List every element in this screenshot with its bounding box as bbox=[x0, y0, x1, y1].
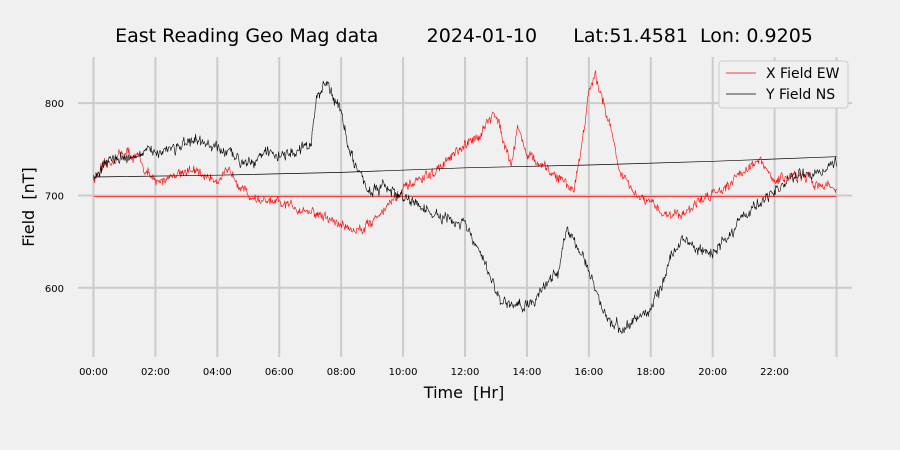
y-tick-label: 600 bbox=[45, 284, 64, 295]
x-tick-label: 02:00 bbox=[141, 367, 170, 378]
x-tick-label: 16:00 bbox=[574, 367, 603, 378]
y-tick-label: 800 bbox=[45, 99, 64, 110]
x-tick-label: 22:00 bbox=[760, 367, 789, 378]
x-tick-label: 10:00 bbox=[389, 367, 418, 378]
y-tick-label: 700 bbox=[45, 191, 64, 202]
legend-label: X Field EW bbox=[766, 66, 840, 82]
x-tick-label: 12:00 bbox=[451, 367, 480, 378]
legend-label: Y Field NS bbox=[765, 87, 835, 103]
x-tick-label: 08:00 bbox=[327, 367, 356, 378]
y-axis-label: Field [nT] bbox=[19, 167, 38, 247]
x-tick-label: 14:00 bbox=[513, 367, 542, 378]
x-tick-label: 20:00 bbox=[698, 367, 727, 378]
tick-labels: 00:00 02:00 04:00 06:00 08:00 10:00 12:00 14:00… bbox=[45, 99, 789, 378]
x-axis-label: Time [Hr] bbox=[423, 383, 504, 402]
series-layer bbox=[93, 70, 837, 334]
series-line bbox=[93, 156, 837, 178]
series-line bbox=[93, 80, 837, 334]
x-tick-label: 00:00 bbox=[79, 367, 108, 378]
x-tick-label: 18:00 bbox=[636, 367, 665, 378]
legend: X Field EW Y Field NS bbox=[718, 60, 849, 109]
chart-title: East Reading Geo Mag data 2024-01-10 Lat… bbox=[115, 25, 813, 47]
series-line bbox=[93, 70, 837, 235]
x-tick-label: 06:00 bbox=[265, 367, 294, 378]
x-tick-label: 04:00 bbox=[203, 367, 232, 378]
